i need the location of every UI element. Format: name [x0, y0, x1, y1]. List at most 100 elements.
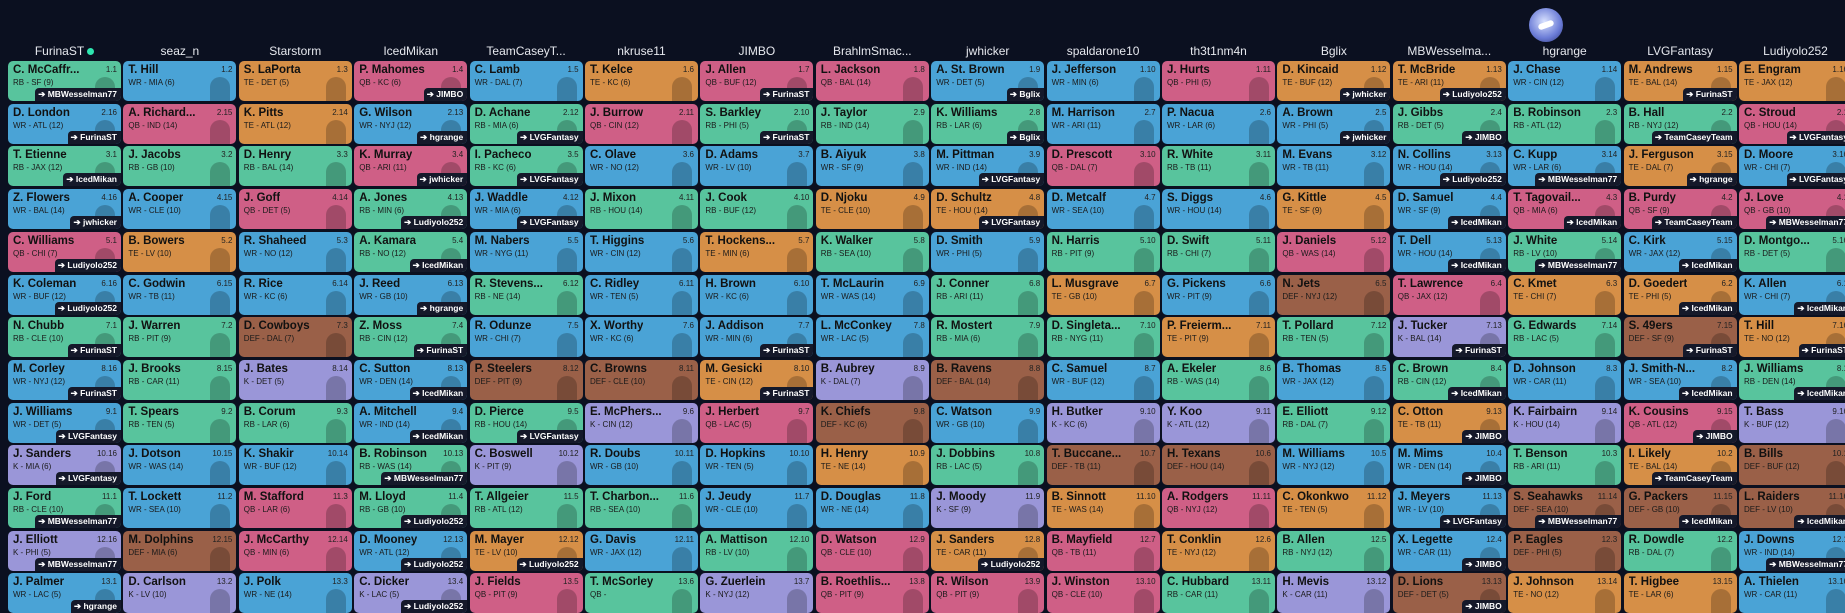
draft-pick-cell[interactable]: T. Tagovail... QB - MIA (6) 4.3 ➔ IcedMikan — [1508, 189, 1622, 230]
draft-pick-cell[interactable]: B. Roethlis... QB - PIT (9) 13.8 — [815, 573, 929, 613]
draft-pick-cell[interactable]: J. Addison WR - MIN (6) 7.7 ➔ FurinaST — [700, 317, 814, 358]
draft-pick-cell[interactable]: B. Hall RB - NYJ (12) 2.2 ➔ TeamCaseyTeam — [1623, 103, 1737, 144]
team-header[interactable]: Ludiyolo252 — [1739, 44, 1845, 58]
draft-pick-cell[interactable]: R. Odunze WR - CHI (7) 7.5 — [469, 317, 583, 358]
draft-pick-cell[interactable]: G. Wilson WR - NYJ (12) 2.13 ➔ hgrange — [354, 103, 468, 144]
draft-pick-cell[interactable]: D. Lions DEF - DET (5) 13.13 ➔ JIMBO — [1392, 573, 1506, 613]
team-header[interactable]: th3t1nm4n — [1162, 44, 1275, 58]
draft-pick-cell[interactable]: D. Kincaid TE - BUF (12) 1.12 ➔ jwhicker — [1277, 61, 1391, 101]
draft-pick-cell[interactable]: J. Smith-N... WR - SEA (10) 8.2 ➔ IcedMikan — [1623, 359, 1737, 400]
draft-pick-cell[interactable]: J. Jefferson WR - MIN (6) 1.10 — [1046, 61, 1160, 101]
draft-pick-cell[interactable]: D. Singleta... RB - NYG (11) 7.10 — [1046, 317, 1160, 358]
draft-pick-cell[interactable]: X. Legette WR - CAR (11) 12.4 ➔ JIMBO — [1392, 530, 1506, 571]
draft-pick-cell[interactable]: D. Swift RB - CHI (7) 5.11 — [1162, 231, 1275, 272]
draft-pick-cell[interactable]: A. Brown WR - PHI (5) 2.5 ➔ jwhicker — [1277, 103, 1391, 144]
draft-pick-cell[interactable]: J. Sanders TE - CAR (11) 12.8 ➔ Ludiyolo252 — [931, 530, 1045, 571]
draft-pick-cell[interactable]: D. Mooney WR - ATL (12) 12.13 ➔ Ludiyolo252 — [354, 530, 468, 571]
draft-pick-cell[interactable]: T. Lawrence QB - JAX (12) 6.4 — [1392, 274, 1506, 315]
draft-pick-cell[interactable]: B. Thomas WR - JAX (12) 8.5 — [1277, 359, 1391, 400]
draft-pick-cell[interactable]: N. Collins WR - HOU (14) 3.13 ➔ Ludiyolo252 — [1392, 146, 1506, 187]
globe-logo-icon[interactable] — [1529, 8, 1563, 42]
draft-pick-cell[interactable]: R. Mostert RB - MIA (6) 7.9 — [931, 317, 1045, 358]
draft-pick-cell[interactable]: P. Steelers DEF - PIT (9) 8.12 — [469, 359, 583, 400]
draft-pick-cell[interactable]: B. Sinnott TE - WAS (14) 11.10 — [1046, 488, 1160, 528]
draft-pick-cell[interactable]: C. Samuel WR - BUF (12) 8.7 — [1046, 359, 1160, 400]
draft-pick-cell[interactable]: J. Warren RB - PIT (9) 7.2 — [123, 317, 237, 358]
draft-pick-cell[interactable]: T. McSorley QB - 13.6 — [585, 573, 698, 613]
draft-pick-cell[interactable]: L. Jackson QB - BAL (14) 1.8 — [815, 61, 929, 101]
draft-pick-cell[interactable]: T. McLaurin WR - WAS (14) 6.9 — [815, 274, 929, 315]
draft-pick-cell[interactable]: B. Ravens DEF - BAL (14) 8.8 — [931, 359, 1045, 400]
draft-pick-cell[interactable]: T. Conklin TE - NYJ (12) 12.6 — [1162, 530, 1275, 571]
draft-pick-cell[interactable]: B. Robinson RB - WAS (14) 10.13 ➔ MBWesselm… — [354, 445, 468, 486]
draft-pick-cell[interactable]: J. Allen QB - BUF (12) 1.7 ➔ FurinaST — [700, 61, 814, 101]
draft-pick-cell[interactable]: P. Mahomes QB - KC (6) 1.4 ➔ JIMBO — [354, 61, 468, 101]
draft-pick-cell[interactable]: J. Sanders K - MIA (6) 10.16 ➔ LVGFantasy — [8, 445, 121, 486]
draft-pick-cell[interactable]: T. Etienne RB - JAX (12) 3.1 ➔ IcedMikan — [8, 146, 121, 187]
draft-pick-cell[interactable]: T. Higbee TE - LAR (6) 13.15 — [1623, 573, 1737, 613]
draft-pick-cell[interactable]: J. Goff QB - DET (5) 4.14 — [238, 189, 352, 230]
draft-pick-cell[interactable]: T. Kelce TE - KC (6) 1.6 — [585, 61, 698, 101]
draft-pick-cell[interactable]: Y. Koo K - ATL (12) 9.11 — [1162, 402, 1275, 443]
draft-pick-cell[interactable]: I. Pacheco RB - KC (6) 3.5 ➔ LVGFantasy — [469, 146, 583, 187]
draft-pick-cell[interactable]: T. Hill WR - MIA (6) 1.2 — [123, 61, 237, 101]
draft-pick-cell[interactable]: M. Lloyd RB - GB (10) 11.4 ➔ Ludiyolo252 — [354, 488, 468, 528]
team-header[interactable]: seaz_n — [123, 44, 236, 58]
draft-pick-cell[interactable]: D. Douglas WR - NE (14) 11.8 — [815, 488, 929, 528]
team-header[interactable]: Starstorm — [239, 44, 352, 58]
draft-pick-cell[interactable]: J. McCarthy QB - MIN (6) 12.14 — [238, 530, 352, 571]
draft-pick-cell[interactable]: T. McBride TE - ARI (11) 1.13 ➔ Ludiyolo252 — [1392, 61, 1506, 101]
draft-pick-cell[interactable]: P. Eagles DEF - PHI (5) 12.3 — [1508, 530, 1622, 571]
draft-pick-cell[interactable]: M. Mayer TE - LV (10) 12.12 ➔ Ludiyolo252 — [469, 530, 583, 571]
draft-pick-cell[interactable]: J. Williams WR - DET (5) 9.1 ➔ LVGFantasy — [8, 402, 121, 443]
draft-pick-cell[interactable]: G. Pickens WR - PIT (9) 6.6 — [1162, 274, 1275, 315]
draft-pick-cell[interactable]: J. Elliott K - PHI (5) 12.16 ➔ MBWesselman7… — [8, 530, 121, 571]
draft-pick-cell[interactable]: P. Nacua WR - LAR (6) 2.6 — [1162, 103, 1275, 144]
draft-pick-cell[interactable]: J. Reed WR - GB (10) 6.13 ➔ hgrange — [354, 274, 468, 315]
draft-pick-cell[interactable]: A. Mitchell WR - IND (14) 9.4 ➔ IcedMikan — [354, 402, 468, 443]
draft-pick-cell[interactable]: C. Kmet TE - CHI (7) 6.3 — [1508, 274, 1622, 315]
draft-pick-cell[interactable]: M. Corley WR - NYJ (12) 8.16 ➔ FurinaST — [8, 359, 121, 400]
draft-pick-cell[interactable]: J. Jeudy WR - CLE (10) 11.7 — [700, 488, 814, 528]
team-header[interactable]: hgrange — [1508, 44, 1621, 58]
draft-pick-cell[interactable]: D. Henry RB - BAL (14) 3.3 — [238, 146, 352, 187]
draft-pick-cell[interactable]: D. Achane RB - MIA (6) 2.12 ➔ LVGFantasy — [469, 103, 583, 144]
draft-pick-cell[interactable]: D. Carlson K - LV (10) 13.2 — [123, 573, 237, 613]
draft-pick-cell[interactable]: J. Cook RB - BUF (12) 4.10 — [700, 189, 814, 230]
draft-pick-cell[interactable]: C. Brown RB - CIN (12) 8.4 ➔ IcedMikan — [1392, 359, 1506, 400]
draft-pick-cell[interactable]: J. Ford RB - CLE (10) 11.1 ➔ MBWesselman77 — [8, 488, 121, 528]
draft-pick-cell[interactable]: E. Engram TE - JAX (12) 1.16 — [1739, 61, 1845, 101]
draft-pick-cell[interactable]: D. Prescott QB - DAL (7) 3.10 — [1046, 146, 1160, 187]
draft-pick-cell[interactable]: D. Montgo...RB - DET (5) 5.16 — [1739, 231, 1845, 272]
draft-pick-cell[interactable]: T. Allgeier RB - ATL (12) 11.5 — [469, 488, 583, 528]
team-header[interactable]: LVGFantasy — [1624, 44, 1737, 58]
draft-pick-cell[interactable]: K. Murray QB - ARI (11) 3.4 ➔ jwhicker — [354, 146, 468, 187]
draft-pick-cell[interactable]: B. Aiyuk WR - SF (9) 3.8 — [815, 146, 929, 187]
draft-pick-cell[interactable]: L. Raiders DEF - LV (10) 11.16 ➔ IcedMikan — [1739, 488, 1845, 528]
draft-pick-cell[interactable]: C. Sutton WR - DEN (14) 8.13 ➔ IcedMikan — [354, 359, 468, 400]
draft-pick-cell[interactable]: G. Packers DEF - GB (10) 11.15 ➔ IcedMikan — [1623, 488, 1737, 528]
draft-pick-cell[interactable]: J. Ferguson TE - DAL (7) 3.15 ➔ hgrange — [1623, 146, 1737, 187]
draft-pick-cell[interactable]: H. Brown WR - KC (6) 6.10 — [700, 274, 814, 315]
draft-pick-cell[interactable]: M. Nabers WR - NYG (11) 5.5 — [469, 231, 583, 272]
draft-pick-cell[interactable]: K. Williams RB - LAR (6) 2.8 ➔ Bglix — [931, 103, 1045, 144]
draft-pick-cell[interactable]: A. Jones RB - MIN (6) 4.13 ➔ Ludiyolo252 — [354, 189, 468, 230]
draft-pick-cell[interactable]: J. Jacobs RB - GB (10) 3.2 — [123, 146, 237, 187]
draft-pick-cell[interactable]: D. Smith WR - PHI (5) 5.9 — [931, 231, 1045, 272]
draft-pick-cell[interactable]: J. Conner RB - ARI (11) 6.8 — [931, 274, 1045, 315]
draft-pick-cell[interactable]: K. Pitts TE - ATL (12) 2.14 — [238, 103, 352, 144]
draft-pick-cell[interactable]: A. Ekeler RB - WAS (14) 8.6 — [1162, 359, 1275, 400]
draft-pick-cell[interactable]: K. Coleman WR - BUF (12) 6.16 ➔ Ludiyolo252 — [8, 274, 121, 315]
draft-pick-cell[interactable]: B. Robinson RB - ATL (12) 2.3 — [1508, 103, 1622, 144]
draft-pick-cell[interactable]: H. Texans DEF - HOU (14) 10.6 — [1162, 445, 1275, 486]
draft-pick-cell[interactable]: R. Doubs WR - GB (10) 10.11 — [585, 445, 698, 486]
draft-pick-cell[interactable]: S. Seahawks DEF - SEA (10) 11.14 ➔ MBWessel… — [1508, 488, 1622, 528]
draft-pick-cell[interactable]: A. Kamara RB - NO (12) 5.4 ➔ IcedMikan — [354, 231, 468, 272]
draft-pick-cell[interactable]: J. Burrow QB - CIN (12) 2.11 — [585, 103, 698, 144]
draft-pick-cell[interactable]: A. St. Brown WR - DET (5) 1.9 ➔ Bglix — [931, 61, 1045, 101]
draft-pick-cell[interactable]: J. Hurts QB - PHI (5) 1.11 — [1162, 61, 1275, 101]
